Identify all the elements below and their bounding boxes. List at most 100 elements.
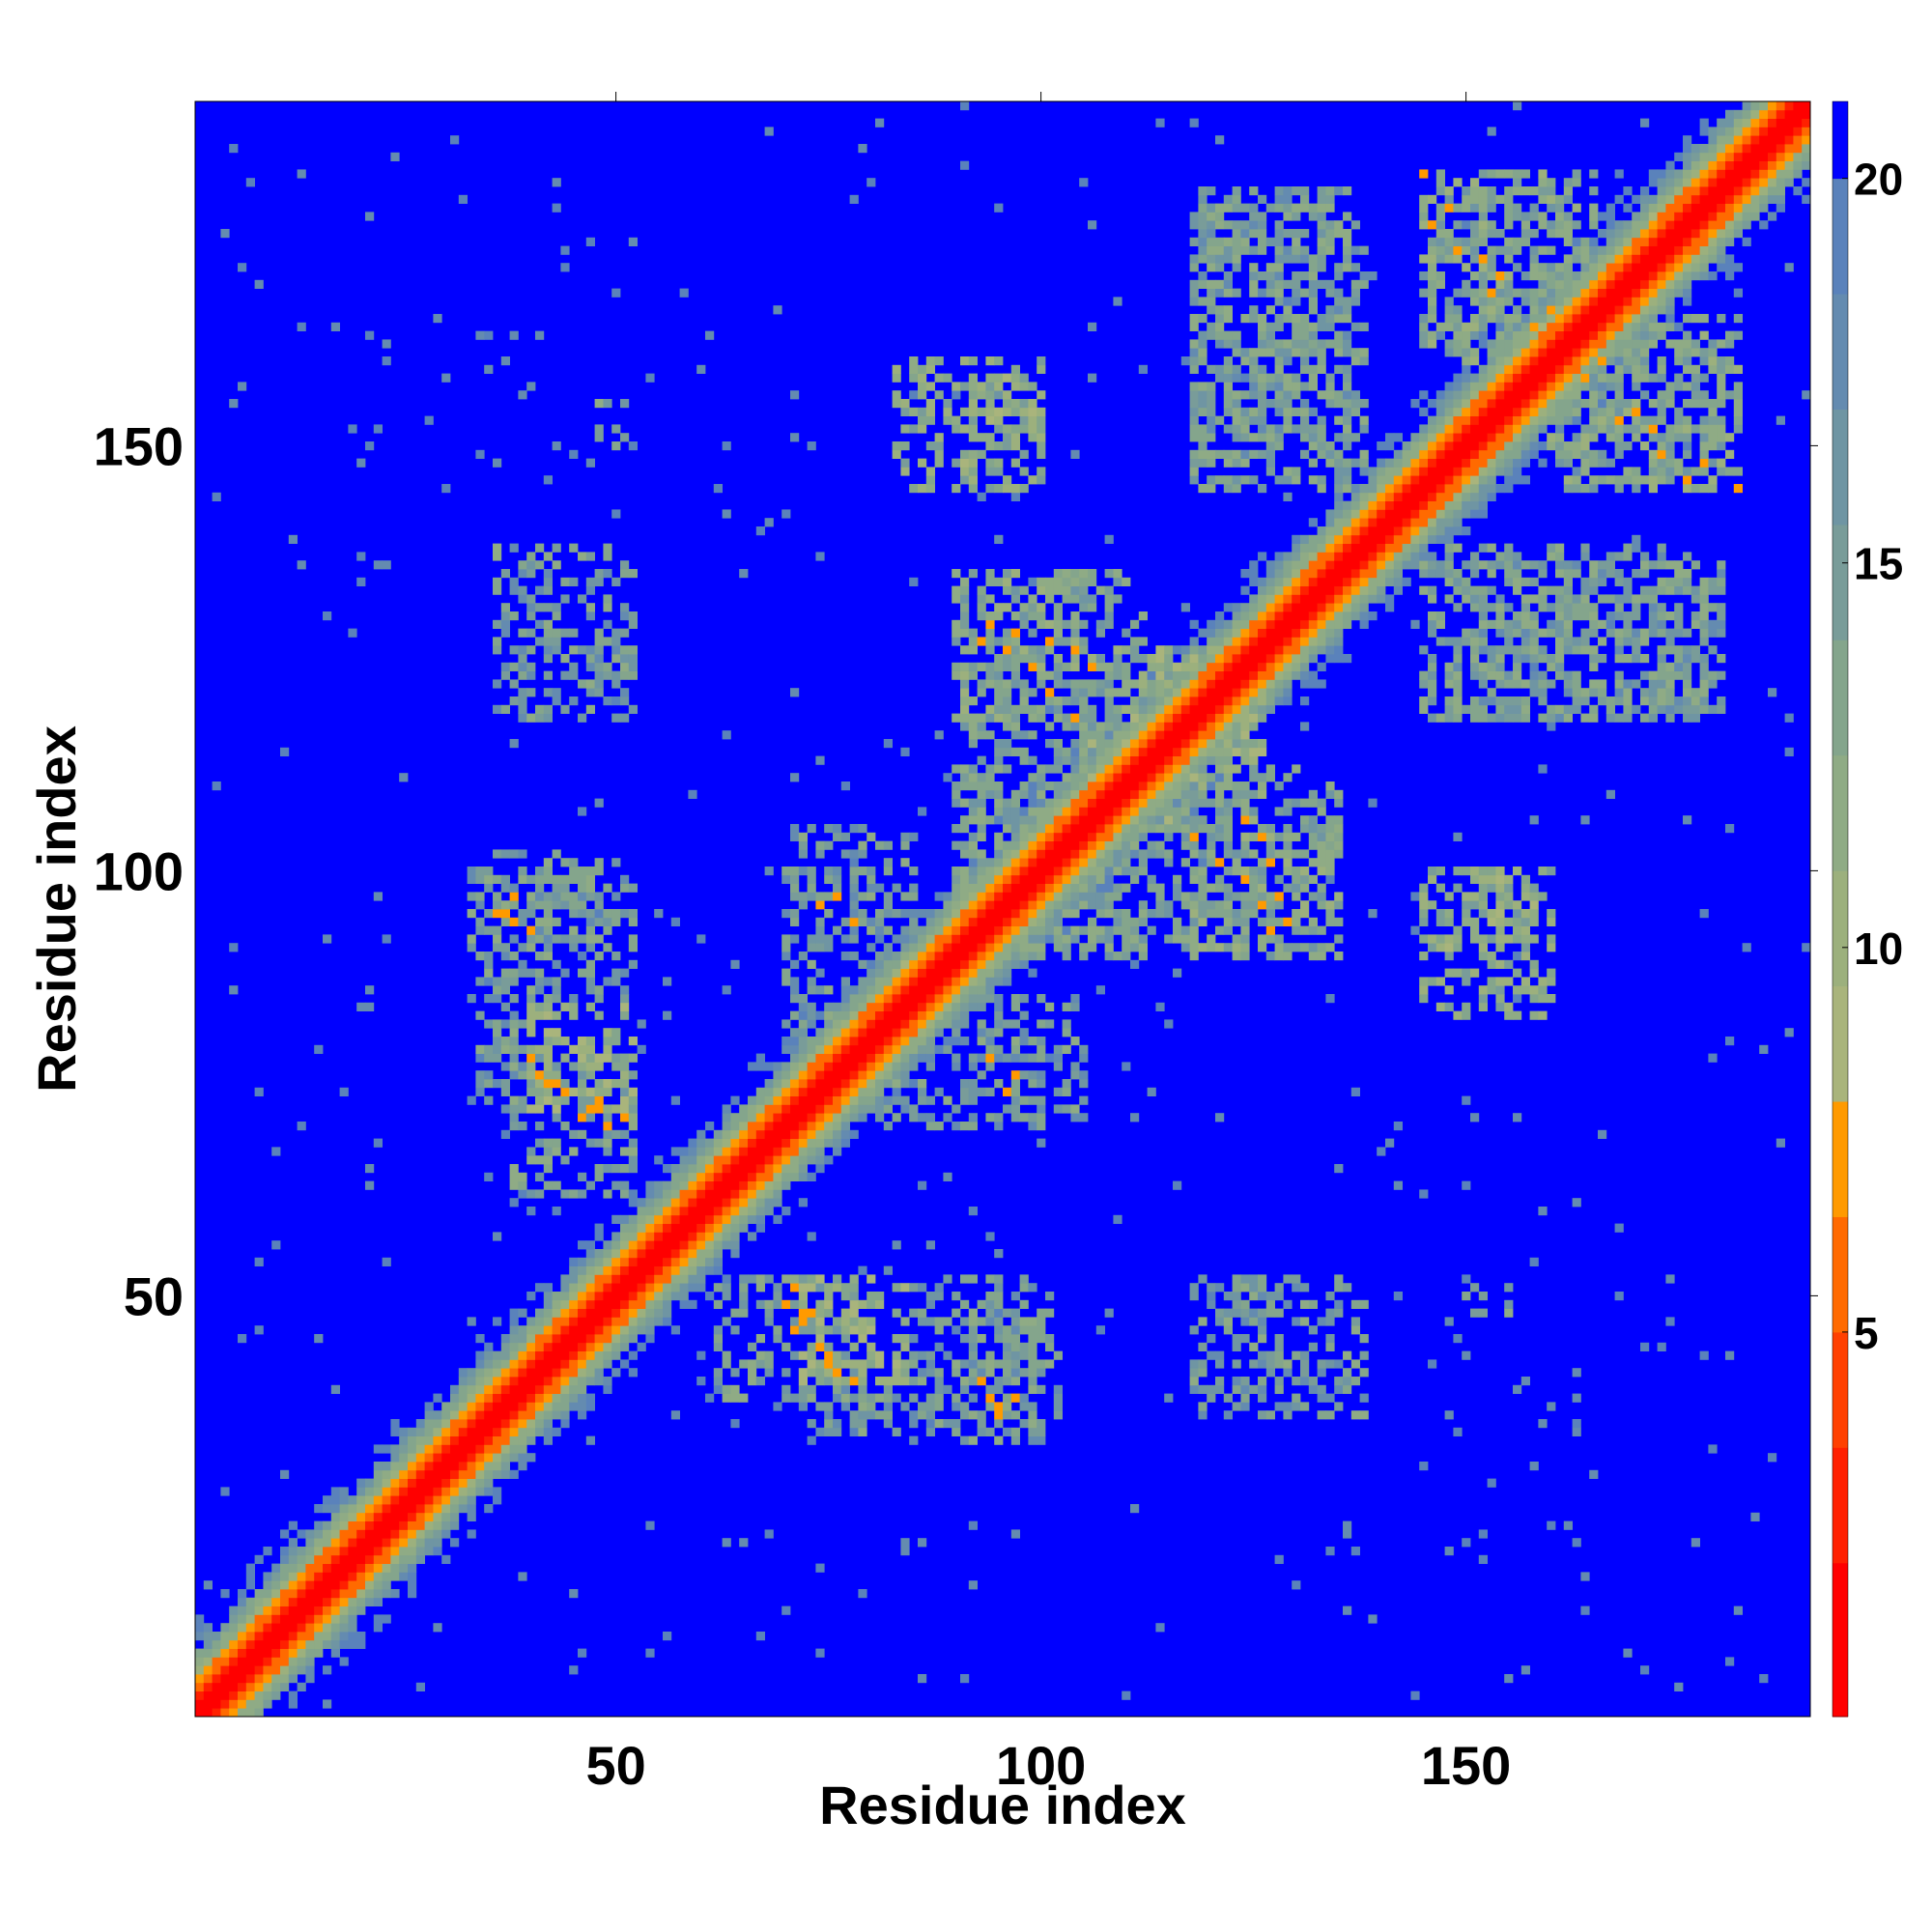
heatmap-cell	[1198, 314, 1208, 324]
heatmap-cell	[755, 1334, 765, 1344]
heatmap-cell	[611, 696, 621, 706]
heatmap-cell	[1462, 330, 1471, 349]
heatmap-cell	[755, 1632, 765, 1641]
heatmap-cell	[1232, 696, 1241, 706]
heatmap-cell	[1104, 943, 1114, 952]
heatmap-cell	[569, 867, 579, 884]
heatmap-cell	[297, 169, 306, 179]
heatmap-cell	[985, 704, 995, 714]
heatmap-cell	[1292, 186, 1301, 196]
heatmap-cell	[1419, 552, 1429, 561]
heatmap-cell	[1104, 900, 1114, 910]
heatmap-cell	[985, 1274, 995, 1284]
heatmap-cell	[1292, 569, 1301, 579]
heatmap-cell	[875, 952, 885, 961]
heatmap-cell	[1130, 943, 1140, 952]
heatmap-cell	[849, 985, 859, 995]
heatmap-cell	[755, 526, 765, 536]
heatmap-cell	[1215, 305, 1225, 315]
heatmap-cell	[867, 994, 876, 1004]
heatmap-cell	[1010, 747, 1020, 756]
heatmap-cell	[288, 1597, 298, 1606]
heatmap-cell	[330, 1589, 340, 1599]
heatmap-cell	[952, 867, 961, 876]
heatmap-cell	[603, 399, 612, 409]
heatmap-cell	[1265, 279, 1275, 289]
heatmap-cell	[535, 977, 545, 986]
heatmap-cell	[1028, 1402, 1037, 1411]
heatmap-cell	[925, 925, 935, 935]
heatmap-cell	[1265, 909, 1275, 919]
heatmap-cell	[382, 1563, 391, 1573]
heatmap-cell	[858, 959, 867, 969]
heatmap-cell	[1223, 449, 1233, 459]
heatmap-cell	[1223, 798, 1233, 808]
heatmap-cell	[790, 1104, 800, 1131]
heatmap-cell	[611, 645, 621, 655]
heatmap-cell	[1240, 696, 1250, 706]
heatmap-cell	[696, 1189, 706, 1199]
heatmap-cell	[1232, 220, 1241, 230]
heatmap-cell	[918, 1350, 927, 1360]
heatmap-cell	[1325, 1308, 1335, 1326]
heatmap-cell	[849, 1087, 859, 1096]
heatmap-cell	[1274, 807, 1284, 816]
heatmap-cell	[840, 1019, 850, 1029]
heatmap-cell	[1010, 925, 1020, 935]
heatmap-cell	[1223, 755, 1233, 765]
heatmap-cell	[883, 1053, 893, 1063]
heatmap-cell	[543, 934, 553, 944]
heatmap-cell	[1462, 399, 1471, 409]
heatmap-cell	[1428, 279, 1437, 298]
heatmap-cell	[1249, 382, 1259, 391]
heatmap-cell	[1003, 934, 1012, 944]
heatmap-cell	[773, 1198, 782, 1208]
heatmap-cell	[1028, 1113, 1037, 1122]
heatmap-cell	[730, 1155, 740, 1165]
heatmap-cell	[1198, 747, 1208, 756]
heatmap-cell	[1180, 679, 1190, 689]
heatmap-cell	[552, 849, 561, 859]
heatmap-cell	[1444, 943, 1454, 952]
heatmap-cell	[824, 1308, 834, 1318]
heatmap-cell	[500, 619, 510, 638]
heatmap-cell	[509, 662, 519, 671]
heatmap-cell	[415, 1512, 425, 1530]
heatmap-cell	[1223, 364, 1233, 374]
heatmap-cell	[450, 1419, 460, 1436]
heatmap-cell	[934, 433, 944, 442]
heatmap-cell	[475, 867, 485, 884]
heatmap-cell	[1037, 611, 1046, 621]
heatmap-cell	[1444, 670, 1454, 680]
heatmap-cell	[1062, 943, 1071, 961]
heatmap-cell	[985, 594, 995, 604]
heatmap-cell	[1368, 500, 1378, 510]
heatmap-cell	[620, 1308, 630, 1326]
heatmap-cell	[1283, 415, 1293, 425]
heatmap-cell	[484, 1444, 494, 1454]
heatmap-cell	[220, 1648, 230, 1658]
heatmap-cell	[1419, 314, 1429, 324]
heatmap-cell	[1207, 739, 1216, 749]
heatmap-cell	[1308, 585, 1318, 612]
heatmap-cell	[730, 1198, 740, 1208]
heatmap-cell	[1393, 500, 1403, 527]
heatmap-cell	[212, 1682, 221, 1709]
heatmap-cell	[382, 1257, 391, 1266]
heatmap-cell	[1249, 849, 1259, 859]
heatmap-cell	[755, 1172, 765, 1181]
heatmap-cell	[1343, 1377, 1352, 1386]
heatmap-cell	[263, 1690, 272, 1700]
heatmap-cell	[475, 1359, 485, 1369]
heatmap-cell	[934, 925, 944, 935]
heatmap-cell	[833, 1325, 842, 1335]
heatmap-cell	[840, 1377, 850, 1386]
heatmap-cell	[399, 1427, 409, 1436]
heatmap-cell	[968, 773, 978, 782]
heatmap-cell	[585, 892, 595, 901]
heatmap-cell	[620, 1129, 630, 1139]
heatmap-cell	[858, 144, 867, 154]
heatmap-cell	[1113, 815, 1122, 825]
heatmap-cell	[1003, 722, 1012, 731]
heatmap-cell	[578, 1648, 587, 1658]
